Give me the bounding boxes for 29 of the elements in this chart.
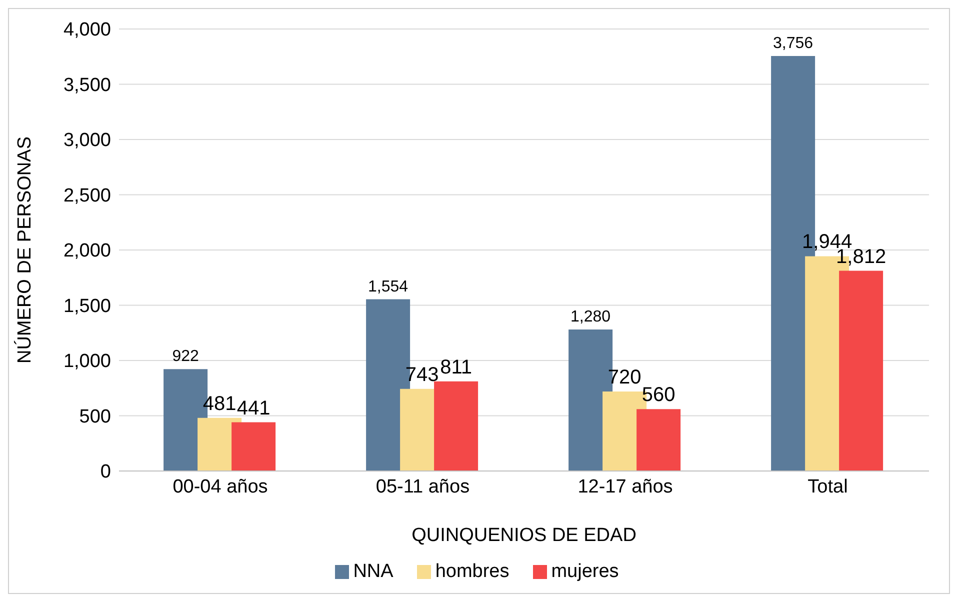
y-tick-label: 3,500 — [63, 74, 111, 96]
x-axis-title: QUINQUENIOS DE EDAD — [412, 525, 636, 546]
y-tick-label: 3,000 — [63, 130, 111, 152]
legend-label: hombres — [435, 561, 510, 582]
x-tick-label: 05-11 años — [376, 476, 470, 498]
y-tick-label: 4,000 — [63, 20, 111, 41]
data-label: 3,756 — [773, 34, 814, 52]
bar — [434, 381, 478, 471]
legend-label: NNA — [353, 561, 394, 582]
y-tick-label: 2,000 — [63, 240, 111, 262]
y-tick-label: 500 — [79, 406, 111, 428]
x-tick-label: Total — [808, 476, 848, 498]
y-tick-label: 1,000 — [63, 351, 111, 372]
legend-label: mujeres — [551, 561, 619, 582]
bar — [232, 422, 276, 471]
data-label: 922 — [172, 348, 199, 366]
x-tick-label: 12-17 años — [578, 476, 673, 498]
y-axis-title: NÚMERO DE PERSONAS — [14, 136, 36, 364]
y-tick-label: 1,500 — [63, 296, 111, 317]
data-label: 560 — [642, 384, 676, 406]
bar — [636, 409, 681, 471]
y-tick-label: 0 — [100, 462, 111, 483]
bar — [839, 270, 884, 471]
data-label: 1,554 — [368, 278, 408, 296]
x-tick-label: 00-04 años — [172, 476, 268, 498]
data-label: 1,280 — [570, 308, 611, 326]
data-label: 441 — [236, 397, 270, 420]
y-tick-label: 2,500 — [63, 185, 111, 206]
data-label: 811 — [440, 356, 472, 378]
